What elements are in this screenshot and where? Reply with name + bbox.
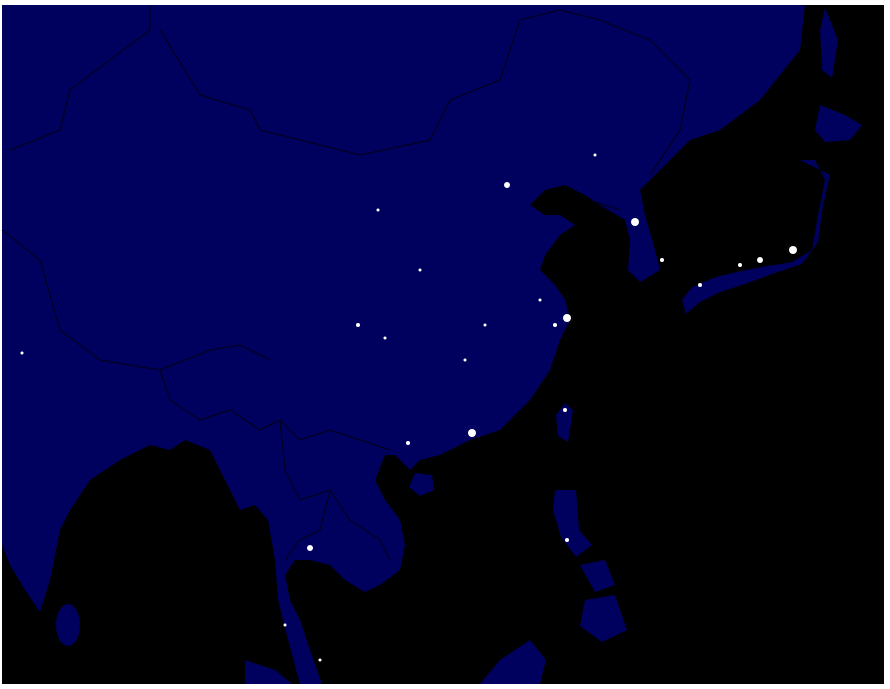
city-light (565, 538, 569, 542)
city-light (20, 351, 24, 355)
border (9, 5, 151, 151)
border (559, 9, 691, 176)
mainland (2, 5, 805, 684)
borneo (480, 640, 546, 684)
japan (682, 160, 830, 314)
city-light (468, 429, 476, 437)
border (1, 229, 271, 371)
city-light (553, 323, 557, 327)
taiwan (556, 403, 573, 442)
city-light (698, 283, 702, 287)
border (159, 369, 391, 451)
luzon (553, 490, 592, 557)
border (284, 489, 331, 561)
city-light (631, 218, 639, 226)
hainan (409, 473, 434, 496)
city-light (318, 658, 322, 662)
sumatra (245, 660, 292, 684)
city-light (563, 314, 571, 322)
visayas (580, 560, 615, 592)
city-lights (20, 153, 797, 662)
city-light (563, 408, 567, 412)
city-light (538, 298, 542, 302)
borders (1, 5, 691, 561)
border (159, 9, 561, 156)
city-light (463, 358, 467, 362)
city-light (483, 323, 487, 327)
land (2, 5, 862, 684)
city-light (757, 257, 763, 263)
city-light (789, 246, 797, 254)
city-light (307, 545, 313, 551)
sakhalin (820, 8, 838, 78)
sri-lanka (56, 604, 80, 646)
city-light (738, 263, 742, 267)
mindanao (580, 595, 627, 642)
city-light (660, 258, 664, 262)
border (589, 199, 621, 211)
city-light (406, 441, 410, 445)
city-light (356, 323, 360, 327)
hokkaido (815, 105, 862, 142)
city-light (593, 153, 597, 157)
city-light (418, 268, 422, 272)
city-light (376, 208, 380, 212)
city-light (283, 623, 287, 627)
city-light (504, 182, 510, 188)
city-light (383, 336, 387, 340)
